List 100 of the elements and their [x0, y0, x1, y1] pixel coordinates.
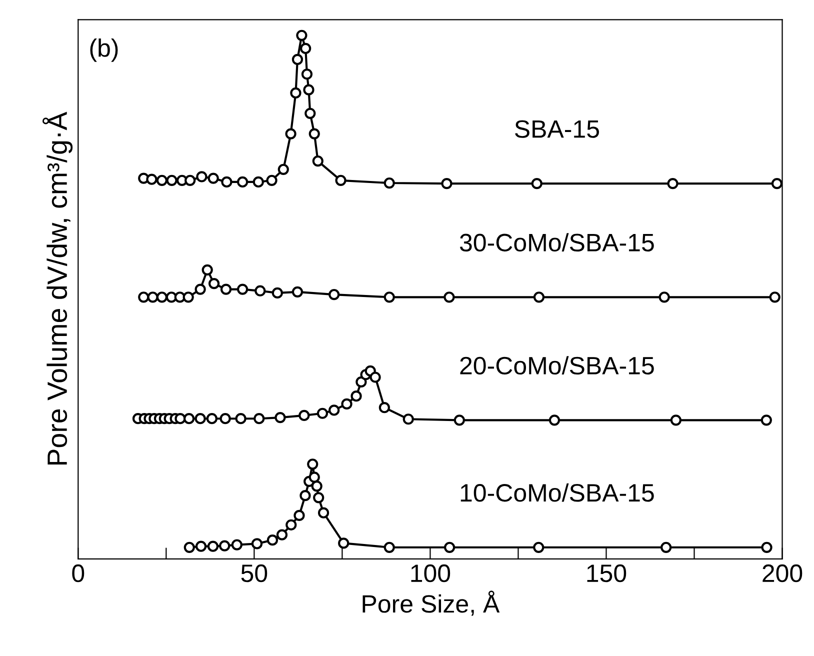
- point: [356, 376, 367, 388]
- point: [208, 278, 220, 290]
- point: [235, 413, 246, 424]
- point: [174, 413, 186, 424]
- point: [236, 284, 248, 295]
- point: [670, 414, 682, 426]
- point: [384, 542, 395, 553]
- series-label: 30-CoMo/SBA-15: [460, 233, 654, 252]
- point: [402, 414, 414, 425]
- series-label: SBA-15: [514, 120, 599, 138]
- point: [531, 178, 542, 190]
- point: [285, 128, 296, 140]
- point: [182, 292, 194, 303]
- point: [251, 538, 263, 550]
- point: [219, 540, 230, 552]
- point: [231, 539, 242, 550]
- point: [166, 174, 178, 186]
- point: [328, 288, 340, 300]
- point: [266, 534, 278, 546]
- point: [266, 174, 278, 186]
- point: [194, 284, 206, 295]
- point: [761, 542, 772, 553]
- point: [183, 413, 195, 424]
- point: [312, 155, 324, 167]
- x-tick-label: 50: [241, 564, 268, 582]
- point: [667, 178, 678, 190]
- point: [300, 490, 311, 502]
- point: [292, 286, 304, 298]
- point: [350, 390, 362, 402]
- point: [290, 87, 302, 99]
- point: [771, 178, 782, 190]
- point: [156, 292, 168, 303]
- point: [236, 176, 248, 188]
- point: [272, 287, 283, 299]
- point: [384, 177, 395, 189]
- point: [206, 413, 218, 424]
- point: [441, 178, 452, 190]
- point: [341, 398, 352, 410]
- point: [658, 292, 670, 303]
- point: [296, 30, 308, 41]
- point: [166, 292, 177, 303]
- point: [370, 372, 381, 383]
- x-tick-label: 100: [411, 564, 450, 582]
- point: [194, 413, 206, 424]
- point: [207, 540, 219, 552]
- point: [335, 174, 346, 186]
- x-axis-title: Pore Size, Å: [362, 590, 500, 616]
- point: [378, 402, 390, 414]
- point: [303, 84, 314, 96]
- point: [156, 174, 168, 186]
- point: [274, 412, 286, 424]
- point: [300, 42, 312, 54]
- point: [454, 414, 465, 426]
- point: [301, 68, 313, 80]
- point: [444, 542, 456, 553]
- point: [769, 292, 780, 303]
- point: [202, 264, 213, 276]
- point: [760, 414, 772, 426]
- point: [660, 542, 672, 553]
- point: [220, 413, 231, 424]
- point: [313, 492, 324, 504]
- point: [384, 292, 395, 303]
- point: [444, 292, 455, 303]
- point: [308, 128, 320, 140]
- point: [286, 519, 297, 530]
- x-tick-label: 0: [72, 564, 84, 582]
- point: [533, 542, 544, 553]
- point: [328, 404, 340, 416]
- point: [146, 174, 158, 185]
- point: [276, 529, 288, 540]
- y-axis-title: Pore Volume dV/dw, cm³/g·Å: [42, 112, 73, 465]
- point: [184, 174, 196, 186]
- point: [147, 292, 158, 303]
- point: [338, 538, 350, 549]
- point: [316, 408, 328, 419]
- point: [174, 292, 186, 303]
- point: [548, 414, 560, 426]
- point: [278, 164, 289, 175]
- point: [294, 510, 305, 522]
- point: [292, 54, 304, 66]
- point: [220, 284, 232, 295]
- point: [208, 172, 219, 184]
- point: [254, 285, 266, 296]
- series-label: 20-CoMo/SBA-15: [460, 356, 654, 375]
- x-tick-label: 150: [587, 564, 626, 582]
- point: [254, 413, 265, 424]
- point: [252, 176, 264, 188]
- point: [308, 472, 320, 483]
- point: [298, 410, 310, 422]
- point: [318, 507, 330, 518]
- series-label: 10-CoMo/SBA-15: [460, 483, 654, 502]
- point: [138, 292, 150, 303]
- point: [533, 292, 545, 303]
- point: [184, 542, 195, 553]
- point: [311, 480, 322, 492]
- point: [195, 540, 207, 552]
- point: [196, 171, 208, 182]
- x-tick-label: 200: [762, 564, 802, 582]
- point: [221, 176, 232, 188]
- point: [304, 108, 316, 119]
